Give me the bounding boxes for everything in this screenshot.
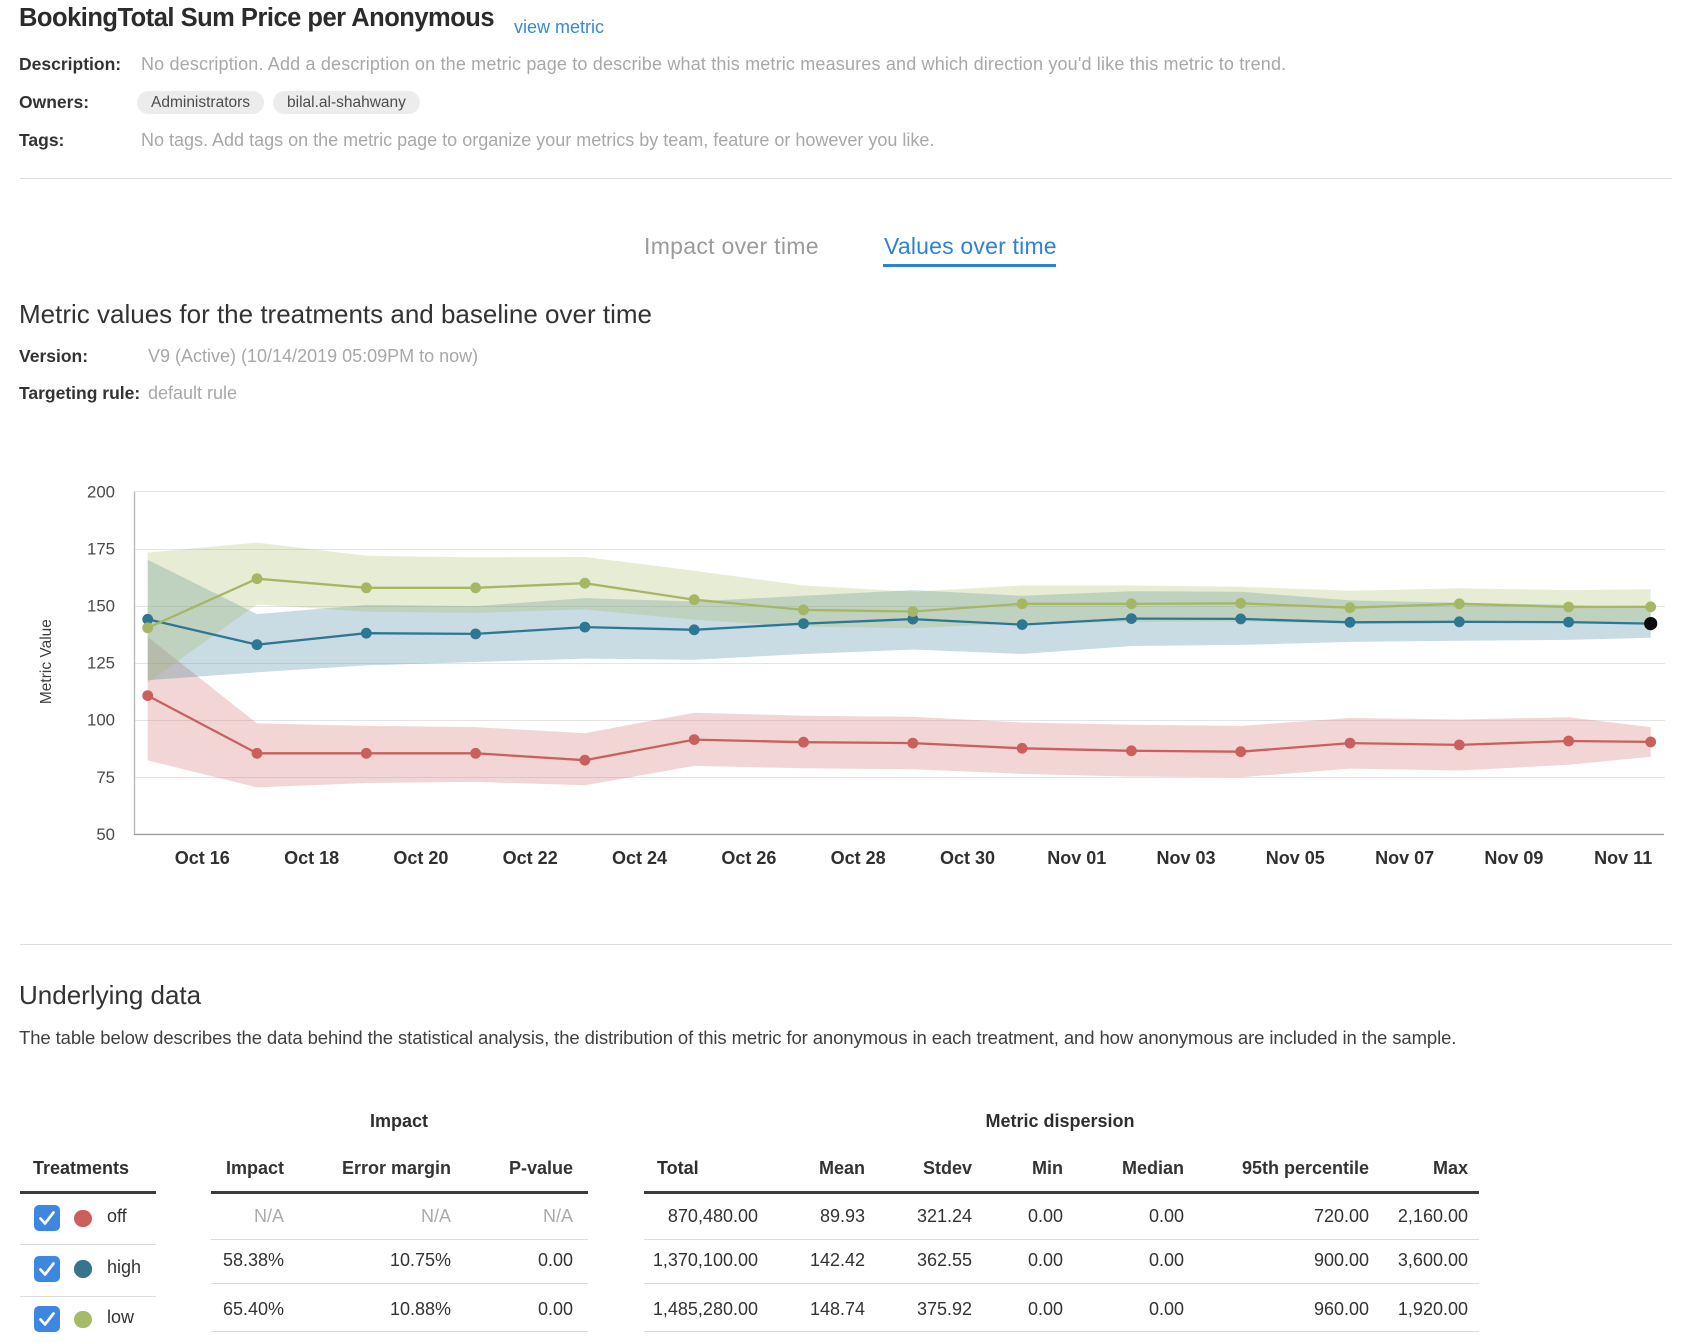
svg-text:Oct 18: Oct 18 [284, 848, 339, 868]
svg-text:50: 50 [96, 825, 115, 844]
svg-text:75: 75 [96, 768, 115, 787]
svg-text:Oct 22: Oct 22 [503, 848, 558, 868]
svg-text:100: 100 [87, 711, 115, 730]
svg-text:150: 150 [87, 597, 115, 616]
svg-text:Oct 24: Oct 24 [612, 848, 667, 868]
svg-text:Oct 20: Oct 20 [393, 848, 448, 868]
svg-text:Nov 03: Nov 03 [1156, 848, 1215, 868]
svg-text:Nov 05: Nov 05 [1266, 848, 1325, 868]
svg-text:Metric Value: Metric Value [38, 619, 55, 704]
svg-text:Oct 26: Oct 26 [721, 848, 776, 868]
svg-text:125: 125 [87, 654, 115, 673]
svg-text:Oct 16: Oct 16 [175, 848, 230, 868]
svg-text:Nov 01: Nov 01 [1047, 848, 1106, 868]
svg-text:Nov 11: Nov 11 [1594, 848, 1652, 868]
svg-text:200: 200 [87, 482, 115, 501]
svg-text:175: 175 [87, 540, 115, 559]
svg-text:Oct 28: Oct 28 [831, 848, 886, 868]
svg-text:Nov 09: Nov 09 [1484, 848, 1543, 868]
svg-text:Nov 07: Nov 07 [1375, 848, 1434, 868]
svg-text:Oct 30: Oct 30 [940, 848, 995, 868]
